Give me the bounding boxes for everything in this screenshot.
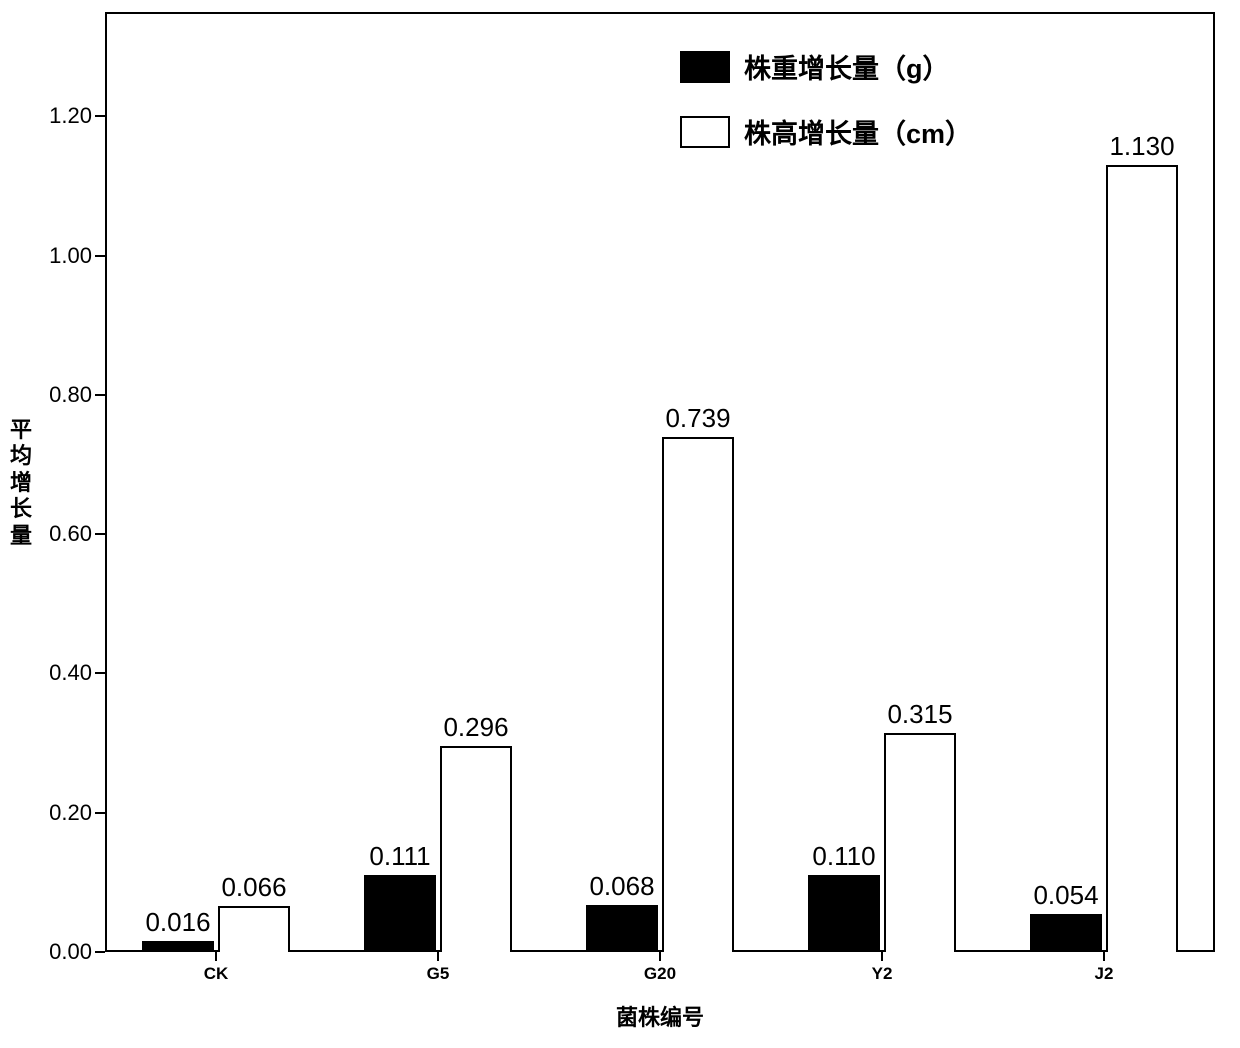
x-tick-label: J2	[1095, 964, 1114, 984]
legend-item-weight: 株重增长量（g）	[680, 47, 972, 86]
y-tick-label: 0.20	[37, 800, 92, 826]
data-label: 0.054	[1033, 880, 1098, 911]
bar	[218, 906, 290, 952]
data-label: 1.130	[1109, 131, 1174, 162]
y-tick-label: 0.40	[37, 660, 92, 686]
x-tick-mark	[1103, 952, 1105, 961]
plot-area	[105, 12, 1215, 952]
legend-item-height: 株高增长量（cm）	[680, 112, 972, 151]
data-label: 0.110	[812, 841, 875, 872]
y-tick-mark	[95, 394, 105, 396]
bar	[884, 733, 956, 952]
y-tick-label: 1.20	[37, 103, 92, 129]
x-tick-label: Y2	[872, 964, 893, 984]
y-tick-mark	[95, 255, 105, 257]
legend-swatch-hollow	[680, 116, 730, 148]
data-label: 0.066	[221, 872, 286, 903]
y-tick-mark	[95, 812, 105, 814]
y-axis-label: 平均增长量	[8, 417, 34, 549]
data-label: 0.111	[369, 841, 430, 872]
x-tick-mark	[215, 952, 217, 961]
legend-label-height: 株高增长量（cm）	[744, 112, 972, 151]
bar	[142, 941, 214, 952]
y-tick-label: 0.80	[37, 382, 92, 408]
data-label: 0.016	[145, 907, 210, 938]
y-tick-mark	[95, 533, 105, 535]
x-tick-label: G20	[644, 964, 676, 984]
legend-swatch-filled	[680, 51, 730, 83]
bar	[586, 905, 658, 952]
y-tick-mark	[95, 951, 105, 953]
bar	[364, 875, 436, 952]
y-tick-mark	[95, 672, 105, 674]
x-tick-mark	[437, 952, 439, 961]
y-tick-mark	[95, 115, 105, 117]
legend: 株重增长量（g） 株高增长量（cm）	[680, 47, 972, 177]
x-tick-label: CK	[204, 964, 229, 984]
data-label: 0.739	[665, 403, 730, 434]
data-label: 0.296	[443, 712, 508, 743]
data-label: 0.315	[887, 699, 952, 730]
x-tick-mark	[881, 952, 883, 961]
bar	[1030, 914, 1102, 952]
y-tick-label: 0.00	[37, 939, 92, 965]
x-axis-label: 菌株编号	[616, 1000, 704, 1032]
bar	[1106, 165, 1178, 952]
data-label: 0.068	[589, 871, 654, 902]
y-tick-label: 0.60	[37, 521, 92, 547]
chart-container: 平均增长量 菌株编号 株重增长量（g） 株高增长量（cm） 0.00 0.20 0.…	[0, 0, 1240, 1048]
x-tick-label: G5	[427, 964, 450, 984]
bar	[808, 875, 880, 952]
x-tick-mark	[659, 952, 661, 961]
bar	[440, 746, 512, 952]
legend-label-weight: 株重增长量（g）	[744, 47, 950, 86]
y-tick-label: 1.00	[37, 243, 92, 269]
bar	[662, 437, 734, 952]
